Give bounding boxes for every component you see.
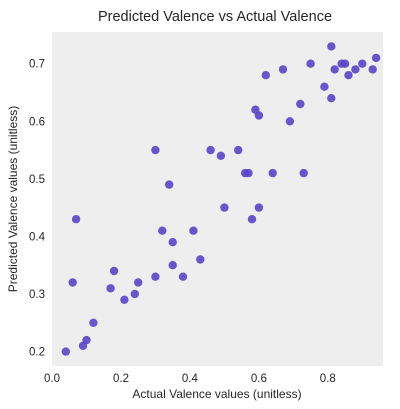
data-point-25 [244,168,253,178]
data-point-12 [151,272,160,281]
data-point-10 [134,278,143,287]
y-axis-ticks: 0.2 0.3 0.4 0.5 0.6 0.7 [29,59,46,359]
data-point-40 [330,65,339,74]
data-point-36 [306,59,315,68]
x-tick-label: 0.0 [44,373,60,385]
points-layer [61,42,381,356]
data-point-46 [368,65,377,74]
x-axis-label: Actual Valence values (unitless) [132,387,301,401]
y-tick-label: 0.7 [29,59,45,71]
data-point-20 [206,145,215,155]
data-point-19 [196,255,205,264]
data-point-35 [299,168,308,178]
data-point-4 [82,335,91,345]
data-point-16 [168,261,177,270]
data-point-23 [234,145,243,155]
y-tick-label: 0.3 [29,289,45,301]
data-point-28 [254,111,264,120]
data-point-22 [220,203,229,212]
data-point-30 [261,71,270,80]
data-point-9 [130,289,139,299]
y-tick-label: 0.6 [29,116,45,128]
data-point-8 [120,295,129,304]
data-point-38 [327,42,336,51]
data-point-42 [340,59,350,68]
y-tick-label: 0.2 [29,347,45,359]
data-point-32 [278,65,288,74]
data-point-13 [158,226,167,235]
data-point-34 [296,99,305,109]
data-point-26 [247,215,257,224]
data-point-29 [254,203,264,212]
data-point-18 [189,226,198,235]
data-point-33 [285,117,295,126]
x-tick-label: 0.8 [320,373,336,385]
y-axis-label: Predicted Valence values (unitless) [6,106,20,293]
data-point-5 [89,318,98,327]
data-point-39 [327,94,336,103]
plot-area [52,32,383,366]
data-point-0 [61,347,70,356]
x-tick-label: 0.4 [182,373,199,385]
x-tick-label: 0.6 [251,373,267,385]
data-point-11 [151,145,160,155]
data-point-14 [165,180,174,189]
y-tick-label: 0.5 [29,174,45,186]
x-axis-ticks: 0.0 0.2 0.4 0.6 0.8 [44,373,336,385]
chart-title: Predicted Valence vs Actual Valence [98,9,332,25]
data-point-7 [109,266,119,276]
data-point-43 [344,71,353,80]
data-point-2 [71,215,81,224]
data-point-21 [216,151,226,160]
data-point-45 [358,59,367,68]
y-tick-label: 0.4 [29,231,46,243]
x-tick-label: 0.2 [113,373,129,385]
data-point-37 [320,82,329,91]
data-point-47 [371,53,381,63]
data-point-1 [68,278,77,287]
data-point-44 [351,65,360,74]
data-point-17 [178,272,188,281]
data-point-31 [268,168,277,178]
data-point-6 [106,284,115,293]
data-point-15 [168,238,177,247]
